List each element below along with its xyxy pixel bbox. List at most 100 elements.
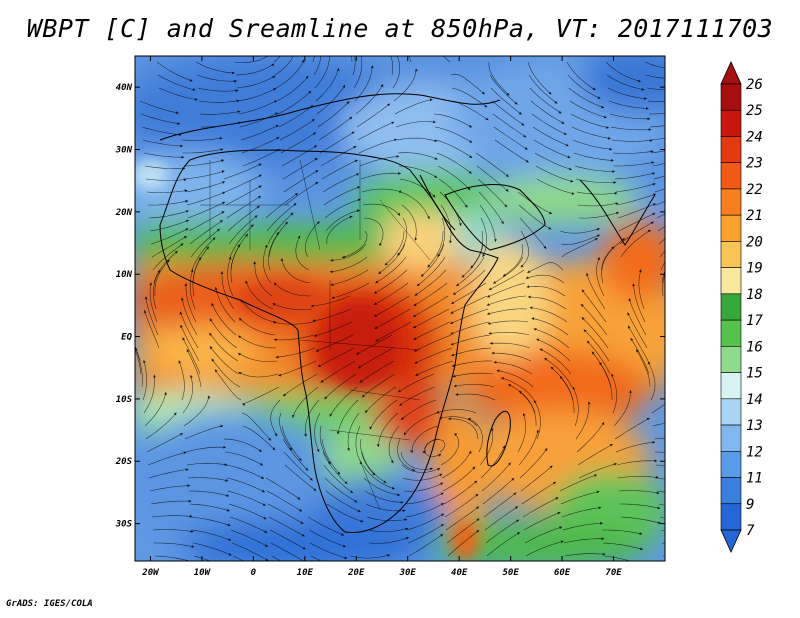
streamline-arrow [157, 270, 161, 274]
streamline [653, 438, 665, 440]
streamline-arrow [420, 273, 424, 277]
streamline [573, 152, 614, 161]
streamline [235, 63, 275, 76]
streamline-arrow [568, 167, 572, 171]
streamline-arrow [685, 87, 688, 90]
streamline [221, 271, 235, 310]
streamline-arrow [451, 301, 455, 304]
streamline [184, 170, 225, 180]
streamline [225, 464, 265, 480]
streamline-arrow [380, 84, 384, 88]
streamline-arrow [185, 200, 189, 203]
streamline-arrow [476, 506, 479, 510]
streamline-arrow [548, 226, 552, 230]
streamline-arrow [303, 25, 306, 28]
streamline [476, 165, 509, 192]
streamline [533, 139, 571, 158]
lat-tick-label: 30S [115, 520, 133, 530]
streamline-arrow [278, 373, 282, 377]
streamline [660, 261, 665, 271]
streamline-arrow [373, 302, 377, 305]
streamline-arrow [374, 326, 378, 329]
streamline-arrow [468, 170, 472, 174]
streamline [308, 529, 346, 547]
streamline-arrow [434, 157, 438, 160]
streamline [661, 270, 665, 284]
streamline-arrow [226, 494, 229, 497]
streamline-arrow [549, 211, 552, 215]
streamline [229, 516, 268, 534]
streamline [232, 555, 245, 561]
streamline-arrow [239, 318, 242, 321]
streamline [227, 205, 260, 232]
streamline [182, 374, 193, 414]
streamline [571, 126, 611, 139]
streamline [413, 295, 449, 317]
streamline-arrow [404, 518, 407, 522]
colorbar-swatch [720, 136, 742, 164]
streamline [415, 360, 454, 376]
streamline [141, 126, 182, 136]
streamline [183, 159, 225, 167]
streamline [392, 56, 401, 89]
streamline [314, 56, 330, 89]
streamline-arrow [488, 287, 492, 290]
streamline [145, 178, 187, 181]
streamline-arrow [450, 342, 454, 346]
streamline [150, 500, 192, 505]
streamline-arrow [362, 394, 365, 398]
streamline [617, 203, 656, 219]
streamline [278, 105, 314, 128]
streamline [151, 515, 193, 518]
streamline-arrow [273, 88, 277, 91]
streamline [209, 346, 240, 375]
colorbar-swatch [720, 214, 742, 242]
streamline-arrow [401, 417, 404, 420]
streamline [325, 490, 361, 513]
streamline-arrow [571, 192, 575, 195]
streamline-arrow [670, 258, 673, 261]
streamline [363, 217, 384, 246]
streamline [322, 173, 360, 193]
lon-tick-label: 10E [297, 568, 314, 578]
streamline [414, 269, 447, 296]
streamline [572, 386, 579, 427]
streamline [578, 463, 617, 479]
streamline [397, 152, 438, 160]
streamline [662, 272, 665, 297]
streamline-arrow [518, 111, 522, 115]
streamline-arrow [413, 303, 417, 306]
streamline [485, 519, 520, 544]
streamline-arrow [402, 509, 406, 513]
streamline [186, 191, 226, 206]
streamline-arrow [293, 203, 297, 206]
streamline [436, 152, 472, 174]
streamline-arrow [173, 412, 177, 416]
streamline [577, 202, 619, 207]
streamline-arrow [360, 519, 364, 523]
streamline [564, 553, 606, 557]
streamline-arrow [646, 107, 649, 110]
streamline [315, 68, 339, 102]
streamline [395, 121, 436, 128]
streamline-arrow [696, 527, 699, 530]
streamline-arrow [646, 418, 650, 421]
streamline [245, 280, 274, 310]
streamline-arrow [327, 461, 331, 465]
streamline-arrow [179, 433, 183, 436]
streamline [414, 347, 453, 364]
streamline-arrow [347, 447, 350, 451]
streamline [224, 174, 262, 193]
streamline [488, 269, 525, 291]
streamline-arrow [508, 384, 512, 387]
streamline [147, 451, 187, 466]
streamline [283, 373, 318, 397]
streamline [270, 542, 305, 561]
streamline-arrow [295, 43, 298, 46]
streamline-arrow [329, 413, 333, 417]
streamline-arrow [309, 477, 313, 481]
streamline [394, 99, 433, 115]
streamline-arrow [559, 376, 563, 379]
streamline-arrow [180, 144, 183, 148]
streamline [241, 412, 272, 441]
